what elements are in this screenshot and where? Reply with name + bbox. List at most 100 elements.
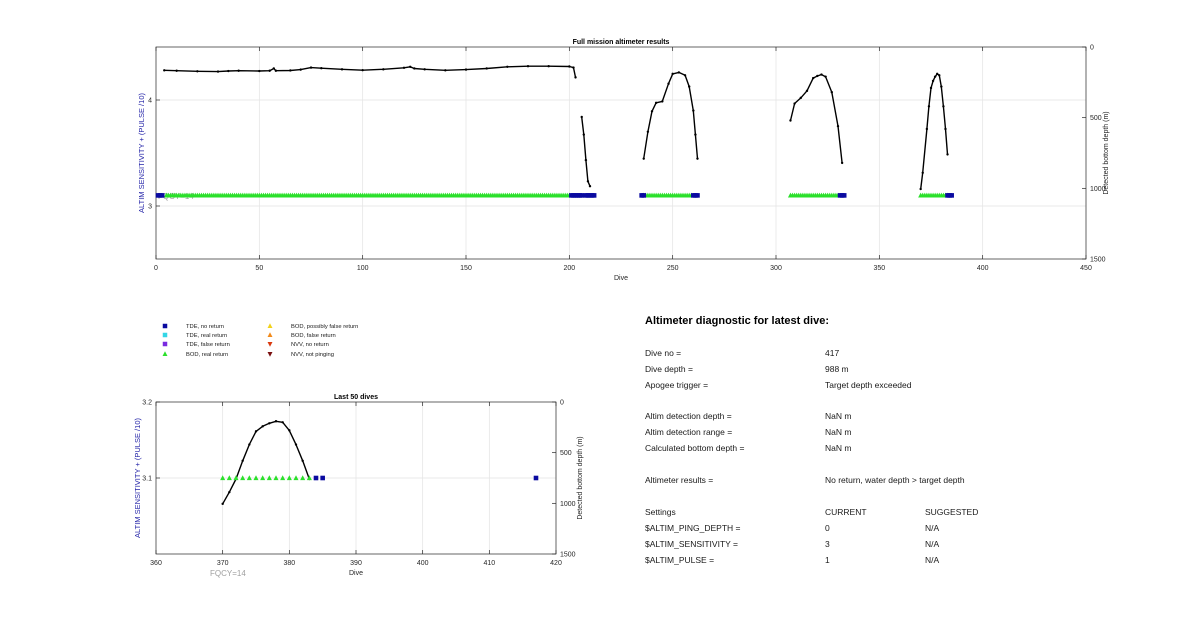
bottom-depth-point [361,68,364,72]
tde-no-return-marker [159,193,165,198]
bottom-depth-point [241,459,244,462]
x-axis-label: Dive [349,570,363,577]
tde-no-return-marker [313,475,319,481]
bottom-depth-point [574,76,577,79]
diag-label-dive-no: Dive no = [645,348,682,358]
bod-real-return-marker [246,475,252,481]
tde-no-return-marker [533,475,539,481]
bottom-depth-point [799,96,802,100]
y2-axis-label: Detected bottom depth (m) [1103,111,1110,194]
setting-label-sensitivity: $ALTIM_SENSITIVITY = [645,539,738,549]
diag-label-dive-depth: Dive depth = [645,364,693,374]
bottom-depth-point [196,70,199,73]
x-tick-label: 200 [563,265,575,272]
legend-label: BOD, possibly false return [291,324,358,330]
bottom-depth-point [444,69,447,72]
bottom-depth-point [163,69,166,72]
legend-marker [267,341,273,347]
bod-real-return-marker [286,475,292,481]
bottom-depth-point [580,115,583,119]
bod-real-return-marker [273,475,279,481]
setting-label-pulse: $ALTIM_PULSE = [645,555,715,565]
settings-header-suggested: SUGGESTED [925,507,979,517]
y2-tick-label: 1000 [560,501,576,508]
x-tick-label: 410 [483,560,495,567]
bod-real-return-marker [266,475,272,481]
bottom-depth-point [820,73,823,76]
bottom-depth-point [692,109,695,112]
bottom-depth-point [683,74,687,77]
bottom-depth-point [272,67,275,70]
x-tick-label: 400 [417,560,429,567]
bottom-depth-point [921,171,924,174]
tde-no-return-marker [579,193,585,198]
bod-real-return-marker [300,475,306,481]
bottom-depth-point [946,153,949,156]
setting-label-ping-depth: $ALTIM_PING_DEPTH = [645,523,741,533]
bod-real-return-marker [280,475,286,481]
setting-suggested-pulse: N/A [925,555,940,565]
x-tick-label: 420 [550,560,562,567]
diag-label-detection-range: Altim detection range = [645,427,733,437]
bottom-depth-point [933,75,937,78]
diag-value-apogee-trigger: Target depth exceeded [825,380,912,390]
bottom-depth-point [274,69,278,72]
y2-tick-label: 1500 [1090,257,1106,264]
x-tick-label: 0 [154,265,158,272]
tde-no-return-marker [591,193,597,198]
legend-label: NVV, no return [291,342,329,348]
y-tick-label: 3.1 [142,476,152,483]
bottom-depth-point [568,65,571,68]
bottom-depth-point [288,429,291,432]
x-tick-label: 400 [977,265,989,272]
bottom-depth-point [289,69,292,72]
y2-tick-label: 1000 [1090,186,1106,193]
bottom-depth-point [830,91,833,94]
bottom-depth-point [402,66,406,69]
legend-marker [162,323,168,329]
axes-box [155,46,1087,260]
bottom-depth-point [938,74,941,77]
legend-marker [162,341,168,347]
bottom-depth-point [320,67,323,70]
bottom-depth-point [919,187,922,191]
bottom-depth-point [309,66,313,69]
y2-tick-label: 1500 [560,552,576,559]
bottom-depth-point [301,459,304,462]
bottom-depth-point [812,76,815,80]
bottom-depth-point [936,72,939,76]
legend-label: TDE, false return [186,342,230,348]
bottom-depth-point [274,420,278,423]
bod-real-return-marker [220,475,226,481]
diag-value-dive-no: 417 [825,348,840,358]
bottom-depth-point [281,421,284,424]
diag-label-detection-depth: Altim detection depth = [645,411,732,421]
bottom-depth-point [940,85,943,88]
legend-label: TDE, no return [186,324,224,330]
legend-label: BOD, false return [291,333,336,339]
bottom-depth-point [927,105,931,108]
y-tick-label: 3 [148,204,152,211]
diag-value-detection-range: NaN m [825,427,852,437]
y2-axis-label: Detected bottom depth (m) [577,436,584,519]
bottom-depth-point [793,102,796,105]
bottom-depth-point [268,69,271,72]
tde-no-return-marker [695,193,700,198]
legend-marker [267,323,273,329]
x-tick-label: 50 [255,265,263,272]
plot-area [156,47,1086,259]
diag-value-bottom-depth: NaN m [825,443,852,453]
settings-header-current: CURRENT [825,507,867,517]
bottom-depth-point [646,130,650,133]
x-tick-label: 350 [873,265,885,272]
bottom-depth-point [582,133,585,136]
bottom-depth-point [382,68,385,71]
tde-no-return-marker [949,193,954,198]
bottom-depth-point [586,180,590,183]
tde-no-return-marker [841,193,847,198]
bottom-depth-point [824,75,827,78]
fqcy-annotation: FQCY=14 [210,569,246,578]
x-tick-label: 390 [350,560,362,567]
bottom-depth-point [237,69,240,72]
